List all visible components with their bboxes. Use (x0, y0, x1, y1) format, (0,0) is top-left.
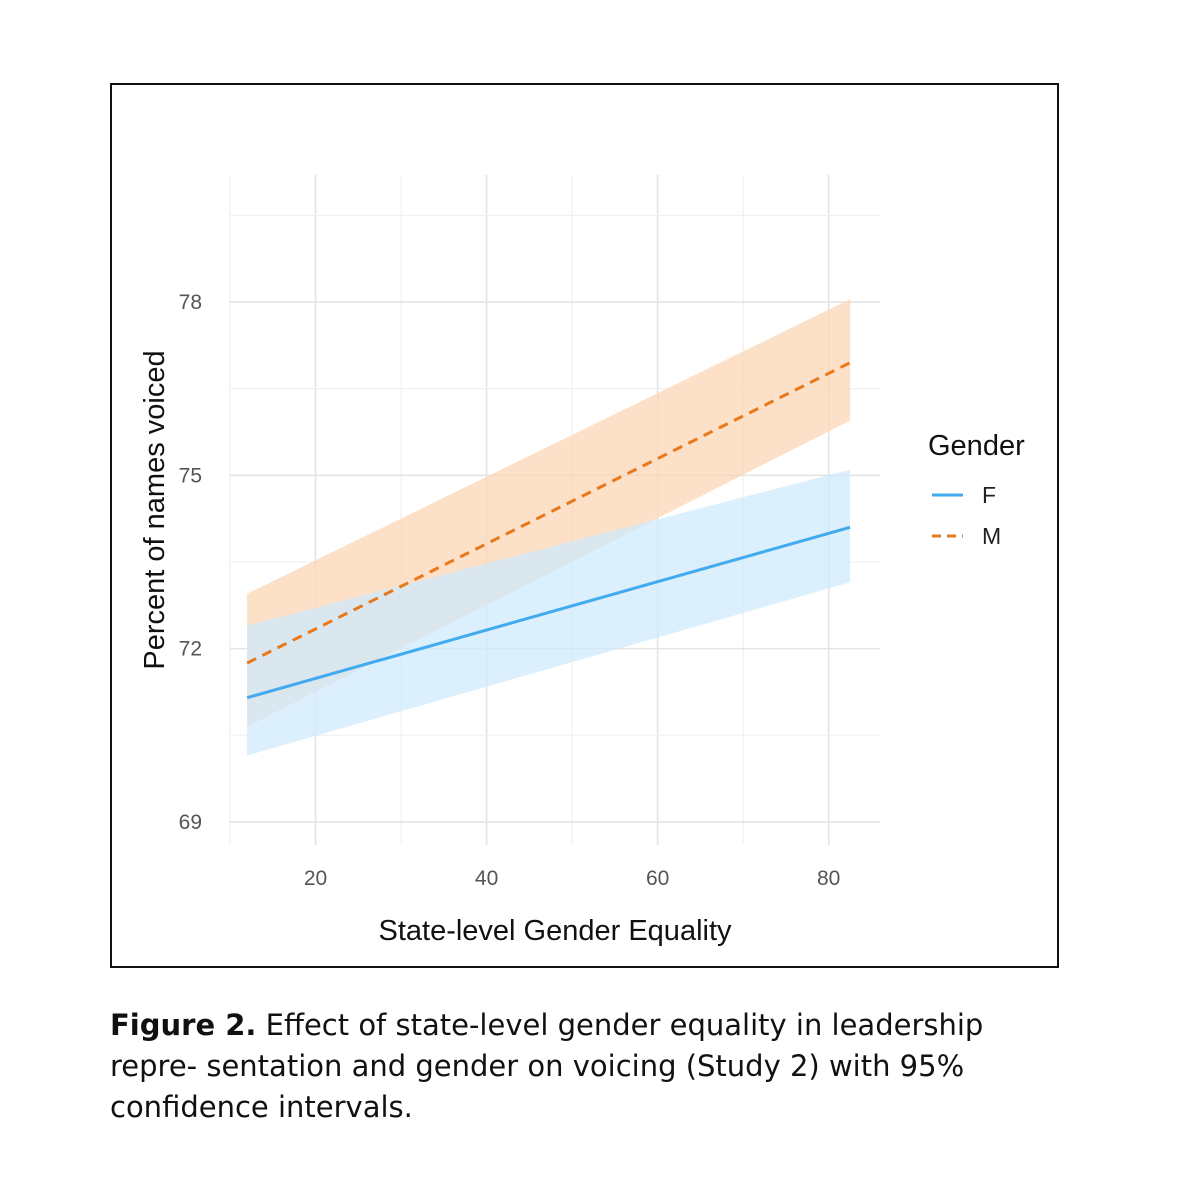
series-lines (246, 361, 851, 700)
x-axis-title: State-level Gender Equality (378, 915, 732, 947)
x-tick-label: 60 (646, 867, 669, 890)
caption-label: Figure 2. (110, 1008, 257, 1042)
y-tick-label: 72 (179, 638, 202, 661)
figure-caption: Figure 2. Effect of state-level gender e… (110, 1005, 1050, 1128)
y-tick-label: 75 (179, 464, 202, 487)
legend-label-f: F (982, 482, 996, 508)
tick-labels: 20 40 60 80 69 72 75 78 (179, 291, 841, 890)
y-tick-label: 69 (179, 811, 202, 834)
confidence-bands (247, 299, 851, 756)
legend-title: Gender (928, 430, 1025, 462)
x-tick-label: 80 (817, 867, 840, 890)
y-axis-title: Percent of names voiced (139, 350, 171, 669)
x-tick-label: 20 (304, 867, 327, 890)
series-line-f (246, 525, 851, 700)
caption-text: Effect of state-level gender equality in… (110, 1008, 984, 1124)
chart: 20 40 60 80 69 72 75 78 State-level Gender Equa… (139, 175, 1025, 947)
legend-label-m: M (982, 523, 1001, 549)
series-line-m (246, 361, 851, 665)
y-tick-label: 78 (179, 291, 202, 314)
x-tick-label: 40 (475, 867, 498, 890)
figure-frame: 20 40 60 80 69 72 75 78 State-level Gender Equa… (110, 83, 1059, 968)
legend: Gender FM (928, 430, 1025, 549)
